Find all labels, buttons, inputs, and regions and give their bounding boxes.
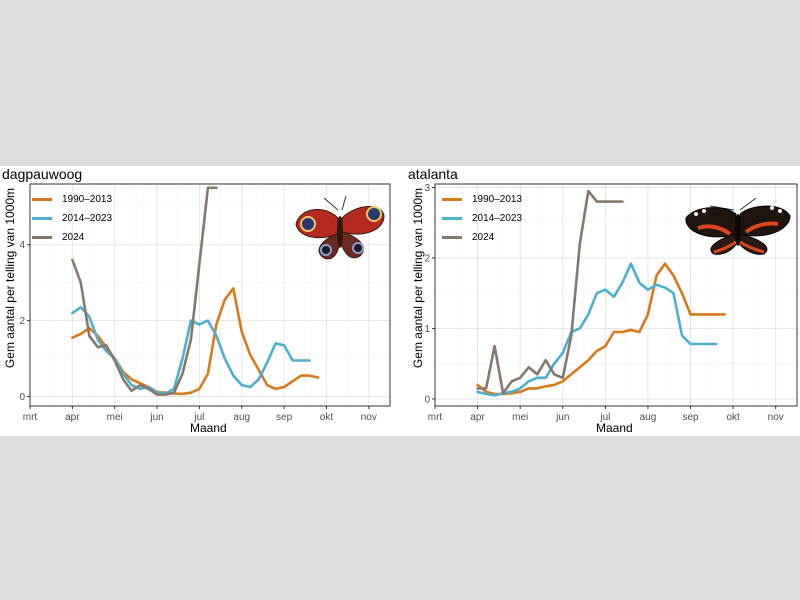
- peacock-butterfly-icon: [295, 196, 385, 260]
- legend-item: 2024: [442, 228, 522, 247]
- chart-svg: 0 2 4 mrt apr mei jun jul aug sep okt nov: [19, 183, 391, 423]
- y-tick-label: 2: [424, 254, 430, 265]
- x-tick-label: apr: [470, 412, 485, 423]
- legend-item: 2014–2023: [442, 209, 522, 228]
- x-tick-label: apr: [65, 412, 80, 423]
- chart-panel-dagpauwoog: dagpauwoog 0 2 4 mrt apr mei jun jul aug sep okt no…: [0, 166, 400, 436]
- legend: 1990–2013 2014–2023 2024: [442, 190, 522, 247]
- plot-border: [434, 183, 798, 407]
- series-line: [71, 186, 218, 396]
- legend-item: 1990–2013: [32, 190, 112, 209]
- figure: dagpauwoog 0 2 4 mrt apr mei jun jul aug sep okt no…: [0, 166, 800, 436]
- legend-label: 2014–2023: [472, 213, 523, 224]
- y-tick-label: 4: [19, 240, 25, 251]
- plot-border: [29, 183, 391, 407]
- y-tick-label: 3: [424, 183, 430, 194]
- x-tick-label: aug: [640, 412, 657, 423]
- y-tick-label: 0: [424, 394, 430, 405]
- x-tick-label: aug: [233, 412, 250, 423]
- x-tick-label: mrt: [23, 412, 38, 423]
- legend-label: 2024: [62, 232, 85, 243]
- chart-title: dagpauwoog: [2, 166, 83, 182]
- series-line: [476, 189, 624, 395]
- x-tick-label: nov: [361, 412, 377, 423]
- legend-label: 2024: [472, 232, 495, 243]
- x-tick-label: okt: [726, 412, 740, 423]
- x-tick-label: okt: [320, 412, 334, 423]
- series-line: [476, 262, 726, 396]
- legend-label: 1990–2013: [472, 194, 523, 205]
- legend-item: 2014–2023: [32, 209, 112, 228]
- x-tick-label: jul: [193, 412, 204, 423]
- y-axis-label: Gem aantal per telling van 1000m: [411, 187, 425, 369]
- x-tick-label: mei: [512, 412, 528, 423]
- legend-key: [32, 236, 52, 239]
- x-tick-label: sep: [276, 412, 293, 423]
- x-tick-label: sep: [682, 412, 699, 423]
- legend-item: 1990–2013: [442, 190, 522, 209]
- x-tick-label: nov: [768, 412, 784, 423]
- legend-key: [32, 217, 52, 220]
- legend-key: [442, 236, 462, 239]
- x-tick-label: jul: [599, 412, 610, 423]
- x-tick-label: mei: [107, 412, 123, 423]
- chart-title: atalanta: [408, 166, 458, 182]
- legend-key: [442, 217, 462, 220]
- legend-key: [442, 198, 462, 201]
- x-tick-label: mrt: [428, 412, 443, 423]
- y-tick-label: 1: [424, 324, 430, 335]
- legend-label: 1990–2013: [62, 194, 113, 205]
- x-tick-label: jun: [555, 412, 569, 423]
- y-axis-label: Gem aantal per telling van 1000m: [3, 187, 17, 369]
- x-tick-label: jun: [149, 412, 163, 423]
- legend-key: [32, 198, 52, 201]
- y-tick-label: 2: [19, 316, 25, 327]
- legend: 1990–2013 2014–2023 2024: [32, 190, 112, 247]
- chart-panel-atalanta: atalanta 0 1 2 3 mrt apr mei jun jul aug sep okt nov…: [400, 166, 800, 436]
- legend-label: 2014–2023: [62, 213, 113, 224]
- red-admiral-butterfly-icon: [685, 198, 791, 255]
- series-line: [476, 262, 718, 397]
- legend-item: 2024: [32, 228, 112, 247]
- x-axis-label: Maand: [596, 421, 633, 435]
- y-tick-label: 0: [19, 392, 25, 403]
- x-axis-label: Maand: [190, 421, 227, 435]
